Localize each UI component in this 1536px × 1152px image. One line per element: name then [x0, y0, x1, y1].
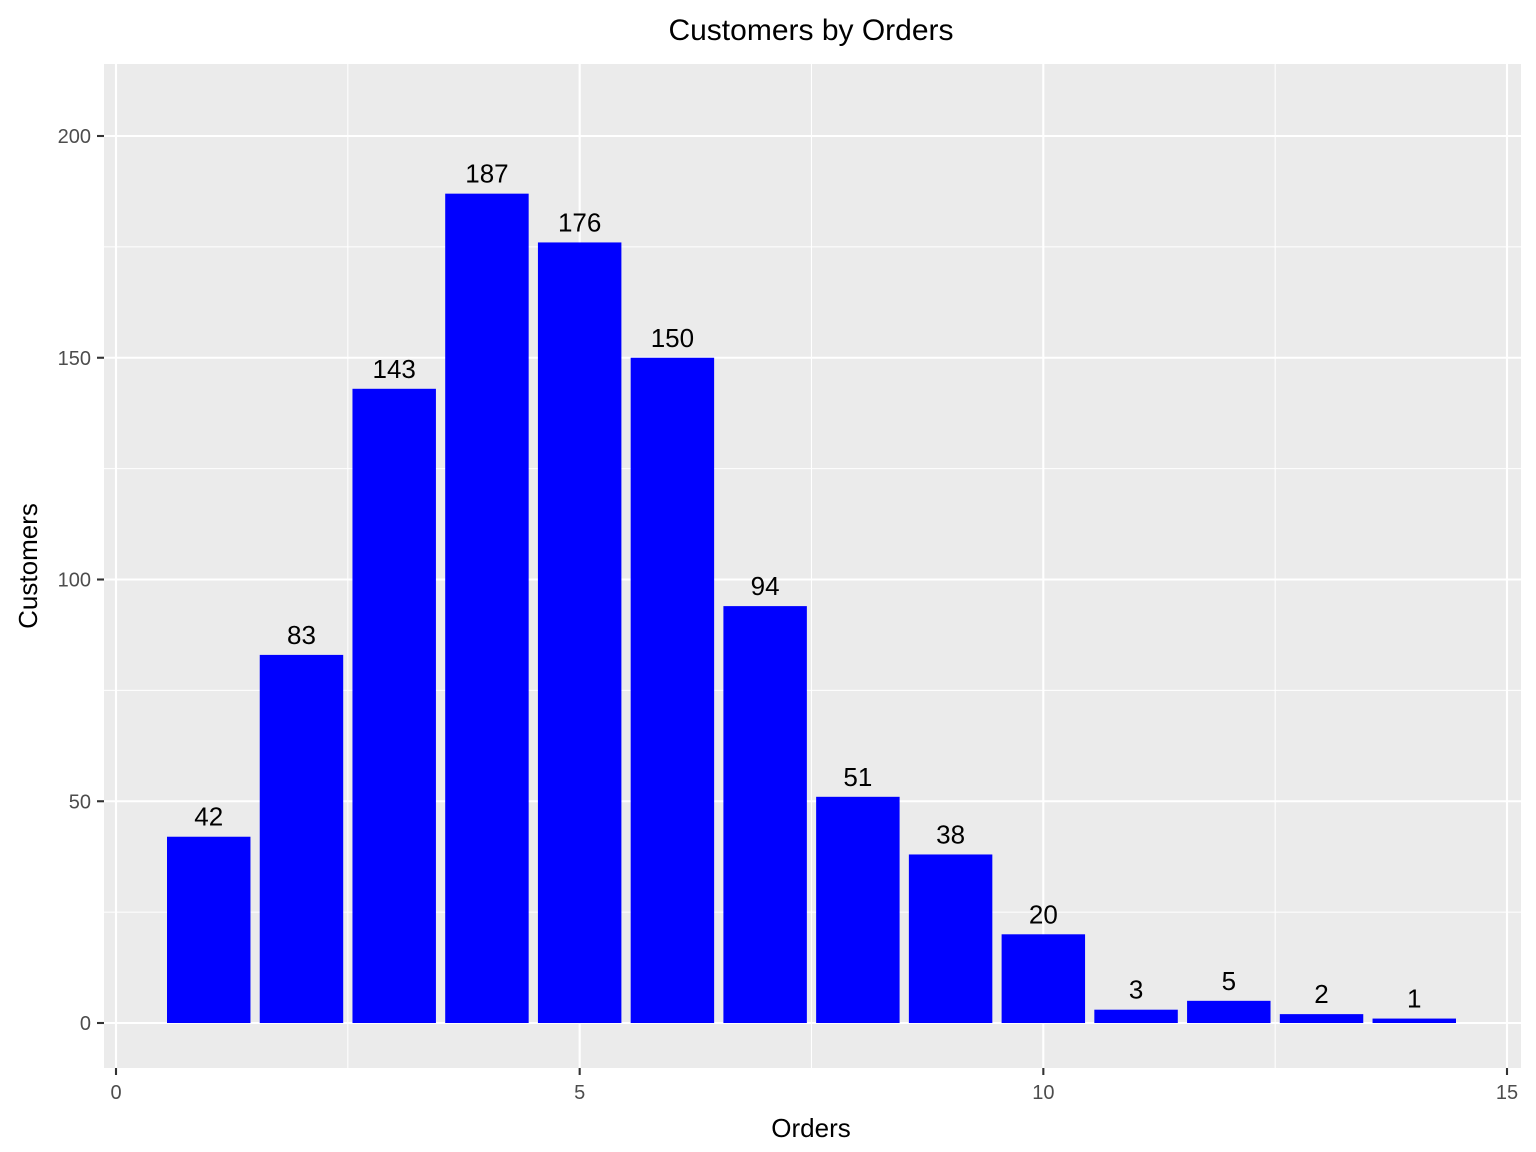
- x-axis-title: Orders: [771, 1113, 850, 1143]
- bar-value-label: 83: [287, 620, 316, 650]
- y-tick-label: 200: [58, 126, 91, 148]
- bar-value-label: 20: [1029, 899, 1058, 929]
- x-tick-label: 10: [1032, 1082, 1054, 1104]
- bar: [816, 796, 900, 1023]
- y-axis-title: Customers: [13, 503, 43, 629]
- bar: [1001, 934, 1086, 1023]
- bar-value-label: 51: [843, 762, 872, 792]
- x-tick-label: 15: [1496, 1082, 1518, 1104]
- bar-value-label: 150: [651, 323, 694, 353]
- bar: [908, 854, 993, 1023]
- bar-value-label: 176: [558, 207, 601, 237]
- bar-value-label: 1: [1407, 984, 1421, 1014]
- bar-value-label: 143: [373, 354, 416, 384]
- x-tick-label: 5: [574, 1082, 585, 1104]
- bar: [167, 836, 251, 1023]
- bar: [1094, 1009, 1178, 1023]
- y-tick-label: 50: [69, 791, 91, 813]
- bar-value-label: 2: [1314, 979, 1328, 1009]
- bar: [537, 242, 622, 1023]
- x-tick-label: 0: [110, 1082, 121, 1104]
- bar: [1372, 1018, 1456, 1023]
- y-tick-label: 150: [58, 348, 91, 370]
- bar: [723, 606, 807, 1023]
- bar: [1279, 1014, 1364, 1023]
- chart-title: Customers by Orders: [668, 14, 953, 47]
- bar-value-label: 187: [465, 159, 508, 189]
- bar-value-label: 3: [1129, 975, 1143, 1005]
- y-tick-label: 0: [80, 1013, 91, 1035]
- y-tick-label: 100: [58, 570, 91, 592]
- bar: [1187, 1000, 1271, 1023]
- bar-value-label: 94: [751, 571, 780, 601]
- bar-value-label: 42: [194, 802, 223, 832]
- bar: [630, 357, 715, 1023]
- bar: [352, 388, 436, 1023]
- bar-value-label: 5: [1222, 966, 1236, 996]
- bar: [445, 193, 529, 1023]
- bar: [259, 654, 344, 1023]
- bar-value-label: 38: [936, 819, 965, 849]
